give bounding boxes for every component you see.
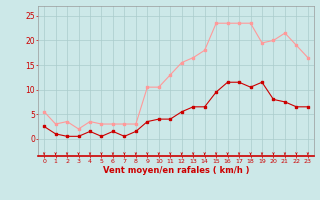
X-axis label: Vent moyen/en rafales ( km/h ): Vent moyen/en rafales ( km/h ) [103,166,249,175]
